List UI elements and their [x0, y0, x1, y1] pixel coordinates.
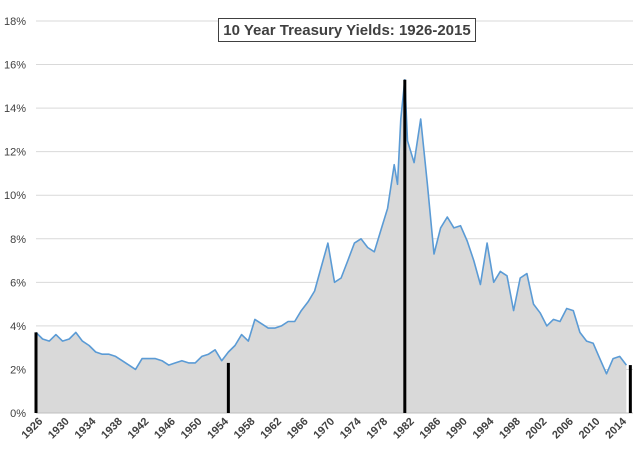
x-tick-label: 1966: [285, 416, 311, 442]
x-tick-label: 1970: [311, 416, 337, 442]
chart-title: 10 Year Treasury Yields: 1926-2015: [223, 21, 471, 39]
x-tick-label: 1934: [73, 415, 99, 441]
y-tick-label: 8%: [10, 234, 26, 246]
y-tick-label: 10%: [4, 190, 26, 202]
y-tick-label: 18%: [4, 16, 26, 28]
y-tick-label: 12%: [4, 147, 26, 159]
x-tick-label: 1930: [46, 416, 72, 442]
y-tick-label: 16%: [4, 60, 26, 72]
vertical-markers: [34, 79, 632, 413]
y-tick-label: 14%: [4, 103, 26, 115]
y-axis-labels: 0% 2% 4% 6% 8% 10% 12% 14% 16% 18%: [4, 16, 26, 420]
x-tick-label: 1974: [338, 415, 364, 441]
yield-area-fill: [36, 79, 627, 414]
x-axis-labels: 1926 1930 1934 1938 1942 1946 1950 1954 1958 1962…: [20, 415, 630, 441]
y-tick-label: 2%: [10, 364, 26, 376]
x-tick-label: 1950: [179, 416, 205, 442]
x-tick-label: 1978: [364, 416, 390, 442]
x-tick-label: 1986: [418, 416, 444, 442]
x-tick-label: 1938: [99, 416, 125, 442]
y-tick-label: 4%: [10, 321, 26, 333]
y-tick-label: 0%: [10, 408, 26, 420]
yield-line: [35, 79, 628, 375]
chart-title-box: 10 Year Treasury Yields: 1926-2015: [218, 18, 476, 42]
x-tick-label: 1946: [152, 416, 178, 442]
area-layer: [35, 79, 633, 414]
x-tick-label: 2014: [603, 415, 629, 441]
x-tick-label: 1994: [471, 415, 497, 441]
y-tick-label: 6%: [10, 277, 26, 289]
x-tick-label: 1962: [258, 416, 284, 442]
x-tick-label: 1998: [497, 416, 523, 442]
x-tick-label: 1990: [444, 416, 470, 442]
x-tick-label: 2002: [524, 416, 550, 442]
x-tick-label: 2010: [577, 416, 603, 442]
x-tick-label: 2006: [550, 416, 576, 442]
x-tick-label: 1954: [205, 415, 231, 441]
x-tick-label: 1982: [391, 416, 417, 442]
x-tick-label: 1958: [232, 416, 258, 442]
x-tick-label: 1942: [126, 416, 152, 442]
